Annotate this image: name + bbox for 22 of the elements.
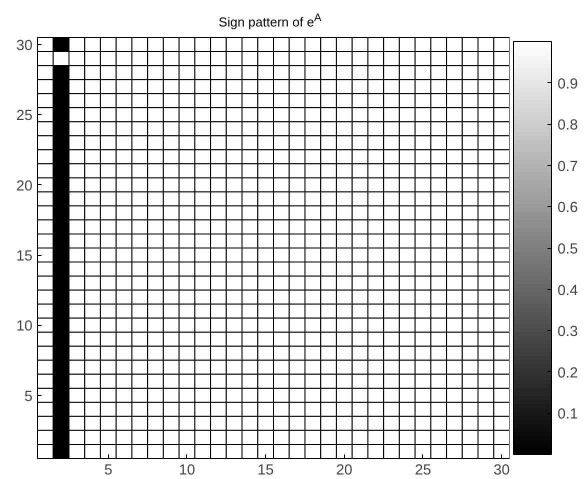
y-tick-label: 20 <box>16 178 33 194</box>
x-tick-label: 15 <box>257 462 274 478</box>
color-bar-label: 0.4 <box>558 282 578 299</box>
color-bar-label: 0.8 <box>558 118 578 134</box>
x-tick-label: 5 <box>104 462 112 478</box>
y-tick-label: 25 <box>16 108 33 124</box>
color-bar-label: 0.5 <box>558 242 578 258</box>
x-tick-label: 20 <box>336 462 352 478</box>
y-tick-label: 15 <box>16 248 33 265</box>
y-tick-label: 10 <box>16 318 33 335</box>
color-bar-label: 0.6 <box>558 200 578 216</box>
y-tick-label: 30 <box>16 38 33 54</box>
color-bar-label: 0.3 <box>558 324 578 340</box>
y-tick-label: 5 <box>24 388 33 405</box>
x-tick-label: 10 <box>178 462 196 478</box>
color-bar-label: 0.9 <box>558 76 578 92</box>
x-tick-label: 30 <box>493 462 510 478</box>
color-bar-label: 0.1 <box>558 406 578 423</box>
color-bar-label: 0.7 <box>558 158 578 175</box>
color-bar-label: 0.2 <box>558 365 578 382</box>
x-tick-label: 25 <box>414 462 432 478</box>
chart-title: Sign pattern of e$^{A}$ <box>218 11 322 32</box>
